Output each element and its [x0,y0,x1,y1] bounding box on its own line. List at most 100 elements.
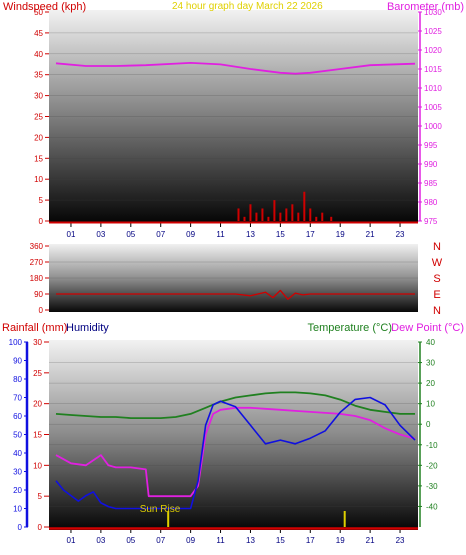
sunrise-annotation: Sun Rise [140,504,181,515]
rainfall-tick-label: 0 [38,523,43,532]
wind-direction-tick-label: 180 [30,274,44,283]
barometer-tick-label: 990 [424,160,438,169]
temperature-x-tick-label: 07 [156,536,165,545]
windspeed-x-tick-label: 13 [246,230,255,239]
wind-direction-axis-ticks: 0 90 180 270 360 [30,242,49,315]
humidity-tick-label: 20 [13,486,22,495]
windspeed-grid [49,32,418,201]
windspeed-x-tick-label: 01 [67,230,76,239]
temperature-line [55,391,415,420]
windspeed-x-tick-label: 03 [96,230,105,239]
temperature-x-ticks: 01 03 05 07 09 11 13 15 17 19 21 23 [67,529,405,545]
barometer-tick-label: 980 [424,198,438,207]
dew-point-line [55,406,416,498]
barometer-tick-label: 1015 [424,65,442,74]
windspeed-tick-label: 0 [39,217,44,226]
windspeed-x-tick-label: 15 [276,230,285,239]
temperature-x-tick-label: 05 [126,536,135,545]
wind-direction-tick-label: 90 [34,290,43,299]
windspeed-axis-title: Windspeed (kph) [3,1,86,13]
wind-direction-tick-label: 360 [30,242,44,251]
windspeed-x-tick-label: 05 [126,230,135,239]
wind-direction-line [56,289,415,300]
temperature-axis-ticks: -40 -30 -20 -10 0 10 20 30 40 [418,338,438,527]
temperature-tick-label: 30 [426,359,435,368]
rainfall-axis-title: Rainfall (mm) [2,322,67,334]
temperature-x-tick-label: 09 [186,536,195,545]
windspeed-tick-label: 5 [39,196,44,205]
rainfall-axis-ticks: 0 5 10 15 20 25 30 [33,338,49,532]
windspeed-tick-label: 40 [34,50,43,59]
temperature-x-tick-label: 01 [67,536,76,545]
temperature-tick-label: -20 [426,461,438,470]
compass-label: E [433,289,440,301]
windspeed-tick-label: 25 [34,113,43,122]
temperature-tick-label: -10 [426,441,438,450]
humidity-tick-label: 40 [13,449,22,458]
barometer-tick-label: 1005 [424,103,442,112]
temperature-x-tick-label: 03 [96,536,105,545]
wind-direction-tick-label: 0 [39,306,44,315]
humidity-tick-label: 90 [13,357,22,366]
windspeed-x-tick-label: 17 [306,230,315,239]
rainfall-tick-label: 5 [38,492,43,501]
windspeed-tick-label: 10 [34,175,43,184]
temperature-series [55,391,416,510]
barometer-tick-label: 995 [424,141,438,150]
compass-label: N [433,305,441,317]
temperature-x-tick-label: 19 [336,536,345,545]
temperature-axis-title: Temperature (°C) [308,322,392,334]
windspeed-x-tick-label: 11 [216,230,225,239]
temperature-tick-label: 0 [426,420,431,429]
wind-direction-series [56,289,415,300]
windspeed-x-tick-label: 09 [186,230,195,239]
barometer-tick-label: 1020 [424,46,442,55]
windspeed-tick-label: 15 [34,154,43,163]
temperature-x-tick-label: 17 [306,536,315,545]
temperature-x-tick-label: 15 [276,536,285,545]
humidity-tick-label: 50 [13,431,22,440]
temperature-tick-label: 10 [426,400,435,409]
temperature-tick-label: 40 [426,338,435,347]
compass-label: N [433,241,441,253]
windspeed-axis-ticks: 0 5 10 15 20 25 30 35 40 45 50 [34,8,49,226]
windspeed-x-tick-label: 21 [366,230,375,239]
humidity-tick-label: 10 [13,505,22,514]
windspeed-x-tick-label: 23 [396,230,405,239]
rainfall-tick-label: 20 [33,400,42,409]
rainfall-tick-label: 15 [33,431,42,440]
barometer-axis-title: Barometer (mb) [387,1,464,13]
chart-title: 24 hour graph day March 22 2026 [172,1,323,12]
windspeed-series [55,62,416,221]
rainfall-tick-label: 30 [33,338,42,347]
humidity-line [55,396,416,510]
temperature-x-tick-label: 23 [396,536,405,545]
humidity-tick-label: 30 [13,468,22,477]
barometer-tick-label: 975 [424,217,438,226]
windspeed-x-ticks: 01 03 05 07 09 11 13 15 17 19 21 23 [67,223,405,239]
humidity-tick-label: 0 [18,523,23,532]
humidity-tick-label: 80 [13,375,22,384]
sun-markers [167,511,346,527]
humidity-axis-title: Humidity [66,322,109,334]
compass-label: W [432,257,443,269]
barometer-axis-ticks: 975 980 985 990 995 1000 1005 1010 1015 1020 1025 1… [418,8,442,226]
barometer-tick-label: 1025 [424,27,442,36]
windspeed-tick-label: 30 [34,92,43,101]
humidity-tick-label: 70 [13,394,22,403]
compass-label: S [433,273,440,285]
humidity-axis-ticks: 0 10 20 30 40 50 60 70 80 90 100 [9,338,29,532]
barometer-tick-label: 985 [424,179,438,188]
barometer-tick-label: 1010 [424,84,442,93]
barometer-line [55,62,416,75]
windspeed-tick-label: 35 [34,71,43,80]
humidity-tick-label: 100 [9,338,23,347]
temperature-x-tick-label: 13 [246,536,255,545]
humidity-tick-label: 60 [13,412,22,421]
windspeed-x-tick-label: 07 [156,230,165,239]
temperature-tick-label: -40 [426,502,438,511]
barometer-tick-label: 1000 [424,122,442,131]
